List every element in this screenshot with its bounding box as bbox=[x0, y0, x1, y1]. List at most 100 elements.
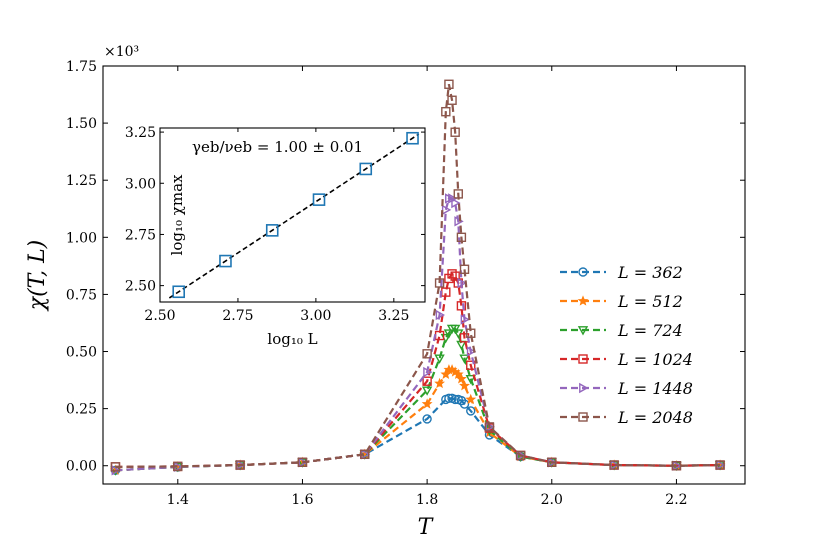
y-tick-label: 1.75 bbox=[66, 59, 97, 75]
series-marker bbox=[671, 461, 682, 471]
series-marker bbox=[516, 450, 527, 461]
inset-x-tick-label: 3.25 bbox=[378, 308, 409, 324]
x-tick-label: 1.6 bbox=[291, 492, 313, 508]
series-marker bbox=[421, 398, 433, 409]
inset-point bbox=[312, 193, 326, 206]
series-marker bbox=[454, 216, 464, 227]
legend-label: L = 1024 bbox=[617, 350, 693, 369]
legend-item-1024: L = 1024 bbox=[560, 350, 693, 369]
y-tick-label: 0.00 bbox=[66, 459, 97, 475]
legend-label: L = 1448 bbox=[617, 379, 693, 398]
series-marker bbox=[444, 393, 454, 404]
series-marker bbox=[441, 204, 452, 216]
series-marker bbox=[515, 450, 526, 461]
legend-marker bbox=[578, 267, 588, 277]
series-marker bbox=[466, 346, 477, 357]
series-marker bbox=[297, 457, 308, 468]
series-line bbox=[115, 84, 721, 468]
legend-label: L = 512 bbox=[617, 292, 683, 311]
legend-item-1448: L = 1448 bbox=[560, 379, 693, 398]
inset-point bbox=[359, 162, 373, 176]
series-marker bbox=[547, 457, 557, 468]
legend-item-362: L = 362 bbox=[560, 263, 683, 282]
series-marker bbox=[459, 380, 470, 391]
series-marker bbox=[298, 457, 308, 468]
inset-x-axis-label: log₁₀ L bbox=[267, 330, 317, 348]
series-marker bbox=[173, 461, 183, 472]
x-axis-label: T bbox=[418, 515, 435, 540]
series-362 bbox=[110, 393, 725, 475]
legend-marker bbox=[577, 326, 589, 336]
series-marker bbox=[444, 79, 454, 89]
legend-label: L = 2048 bbox=[617, 408, 693, 427]
series-marker bbox=[547, 457, 558, 468]
legend-item-724: L = 724 bbox=[560, 321, 683, 340]
inset-y-axis-label: log₁₀ χmax bbox=[168, 174, 186, 255]
series-marker bbox=[466, 328, 476, 338]
inset-y-tick-label: 2.75 bbox=[125, 227, 156, 243]
series-marker bbox=[441, 106, 451, 117]
series-marker bbox=[715, 460, 725, 470]
inset-x-tick-label: 3.00 bbox=[300, 308, 331, 324]
inset-x-tick-label: 2.50 bbox=[144, 308, 175, 324]
inset-y-tick-label: 3.25 bbox=[125, 125, 156, 141]
series-marker bbox=[455, 373, 467, 384]
legend: L = 362 L = 512 L = 724 L = 1024 L = 1448 L =… bbox=[560, 263, 693, 427]
series-marker bbox=[443, 329, 455, 339]
series-marker bbox=[465, 375, 476, 385]
inset-plot: 2.50 2.75 3.00 3.25 2.50 2.75 3.00 3.25 γeb/νeb … bbox=[125, 125, 426, 348]
series-marker bbox=[609, 460, 619, 470]
inset-point bbox=[406, 131, 419, 145]
series-marker bbox=[453, 189, 463, 199]
x-tick-label: 1.8 bbox=[416, 492, 438, 508]
legend-label: L = 724 bbox=[617, 321, 683, 340]
series-marker bbox=[421, 386, 433, 396]
x-tick-label: 1.4 bbox=[167, 492, 189, 508]
series-marker bbox=[434, 278, 445, 288]
series-marker bbox=[451, 197, 461, 209]
inset-fit-line bbox=[168, 133, 420, 299]
series-marker bbox=[452, 368, 464, 379]
series-marker bbox=[235, 460, 245, 470]
series-marker bbox=[466, 406, 476, 416]
inset-x-tick-label: 2.75 bbox=[222, 308, 253, 324]
main-plot-frame bbox=[102, 65, 746, 485]
inset-annotation: γeb/νeb = 1.00 ± 0.01 bbox=[192, 138, 363, 156]
x-tick-label: 2.0 bbox=[541, 492, 563, 508]
series-marker bbox=[466, 360, 476, 370]
series-marker bbox=[447, 269, 457, 279]
y-tick-label: 0.50 bbox=[66, 345, 97, 361]
series-marker bbox=[360, 449, 370, 460]
series-marker bbox=[460, 314, 470, 325]
series-marker bbox=[110, 462, 121, 472]
y-axis-multiplier: ×10³ bbox=[104, 44, 139, 60]
series-marker bbox=[423, 366, 433, 378]
legend-item-512: L = 512 bbox=[560, 292, 683, 311]
y-tick-label: 1.50 bbox=[66, 116, 97, 132]
inset-point bbox=[265, 224, 279, 237]
series-marker bbox=[459, 399, 470, 409]
series-marker bbox=[449, 324, 461, 335]
inset-y-tick-label: 2.50 bbox=[125, 279, 156, 295]
series-marker bbox=[434, 377, 445, 389]
legend-marker bbox=[577, 295, 589, 306]
legend-item-2048: L = 2048 bbox=[560, 408, 693, 427]
series-marker bbox=[450, 127, 460, 137]
series-marker bbox=[434, 354, 445, 364]
inset-point bbox=[219, 254, 232, 268]
legend-marker bbox=[578, 412, 588, 422]
y-tick-label: 0.25 bbox=[66, 402, 97, 418]
legend-label: L = 362 bbox=[617, 263, 683, 282]
series-marker bbox=[484, 422, 495, 432]
y-axis-label: χ(T, L) bbox=[25, 240, 50, 313]
y-tick-label: 0.75 bbox=[66, 287, 97, 303]
series-marker bbox=[450, 271, 460, 281]
series-marker bbox=[422, 349, 432, 359]
main-plot: 1.4 1.6 1.8 2.0 2.2 0.00 0.25 0.50 0.75 1.00 1.25 1… bbox=[66, 59, 746, 508]
inset-frame bbox=[159, 127, 426, 303]
series-marker bbox=[459, 354, 470, 364]
inset-point bbox=[172, 285, 186, 299]
series-2048 bbox=[110, 79, 725, 472]
inset-y-tick-label: 3.00 bbox=[125, 176, 156, 192]
